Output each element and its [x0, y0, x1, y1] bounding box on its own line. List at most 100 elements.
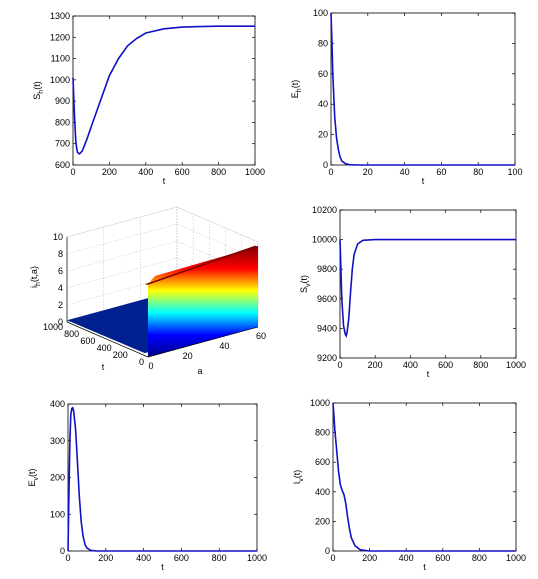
- x-tick-label: 600: [174, 553, 189, 563]
- t-axis: [66, 321, 149, 358]
- y-tick-label: 60: [318, 69, 328, 79]
- a-axis: [147, 326, 259, 358]
- y-tick-label: 700: [55, 139, 70, 149]
- y-tick-label: 9200: [317, 353, 337, 363]
- a-tick-label: 60: [256, 331, 266, 341]
- x-axis-label: t: [423, 562, 426, 572]
- z-axis-label: ih(t,a): [29, 266, 42, 288]
- z-gridline: [66, 206, 259, 243]
- x-tick-label: 200: [98, 553, 113, 563]
- x-tick-label: 60: [436, 167, 446, 177]
- y-axis-label: Sh(t): [32, 81, 45, 99]
- x-axis-label: t: [422, 176, 425, 186]
- z-tick-label: 10: [53, 232, 63, 242]
- plot-frame: [67, 403, 258, 552]
- y-tick-label: 9600: [317, 294, 337, 304]
- y-tick-label: 1000: [310, 398, 330, 408]
- x-tick-label: 400: [399, 553, 414, 563]
- y-tick-label: 600: [55, 160, 70, 170]
- y-tick-label: 100: [313, 8, 328, 18]
- x-tick-label: 200: [102, 167, 117, 177]
- subplot-sh: 0 200 400 600 800 1000 600 700 800 900 1000 1100 120…: [32, 11, 265, 186]
- y-axis-label: Eh(t): [290, 80, 303, 98]
- surface-ridge: [144, 245, 258, 285]
- a-tick-label: 20: [183, 351, 193, 361]
- y-tick-label: 200: [50, 473, 65, 483]
- x-tick-label: 800: [212, 553, 227, 563]
- series-line: [339, 238, 516, 338]
- x-tick-label: 1000: [506, 553, 526, 563]
- y-tick-label: 10200: [312, 205, 337, 215]
- z-tick-label: 0: [58, 317, 63, 327]
- y-axis-label: Ev(t): [27, 468, 40, 486]
- x-tick-label: 800: [473, 360, 488, 370]
- x-tick-label: 40: [400, 167, 410, 177]
- plot-frame: [339, 209, 517, 359]
- x-tick-label: 1000: [506, 360, 526, 370]
- x-tick-label: 0: [70, 167, 75, 177]
- y-tick-label: 1200: [50, 32, 70, 42]
- subplot-sv: 0 200 400 600 800 1000 9200 9400 9600 9800 10000 10…: [299, 205, 526, 379]
- subplot-ev: 0 200 400 600 800 1000 0 100 200 300 400 t Ev(t): [27, 399, 267, 572]
- t-axis-label: t: [102, 362, 105, 372]
- t-tick-label: 200: [113, 350, 128, 360]
- y-tick-label: 9800: [317, 264, 337, 274]
- y-tick-label: 10000: [312, 235, 337, 245]
- x-tick-label: 600: [438, 360, 453, 370]
- z-tick-label: 8: [58, 249, 63, 259]
- t-tick-label: 600: [80, 336, 95, 346]
- x-tick-label: 20: [363, 167, 373, 177]
- subplot-iv: 0 200 400 600 800 1000 0 200 400 600 800 1000 t Iv(t): [292, 398, 526, 572]
- z-tick-label: 6: [58, 266, 63, 276]
- y-tick-label: 0: [60, 546, 65, 556]
- x-tick-label: 400: [403, 360, 418, 370]
- x-tick-label: 200: [368, 360, 383, 370]
- y-tick-label: 0: [325, 546, 330, 556]
- t-tick-label: 1000: [43, 322, 63, 332]
- x-axis-label: t: [163, 176, 166, 186]
- x-tick-label: 200: [362, 553, 377, 563]
- x-tick-label: 80: [473, 167, 483, 177]
- x-tick-label: 100: [507, 167, 522, 177]
- y-tick-label: 1000: [50, 75, 70, 85]
- x-tick-label: 1000: [247, 553, 267, 563]
- x-tick-label: 600: [175, 167, 190, 177]
- subplot-eh: 0 20 40 60 80 100 0 20 40 60 80 100 t Eh(t): [290, 8, 523, 186]
- x-tick-label: 800: [472, 553, 487, 563]
- y-tick-label: 9400: [317, 323, 337, 333]
- y-tick-label: 20: [318, 130, 328, 140]
- t-tick-label: 800: [64, 329, 79, 339]
- t-tick-label: 400: [97, 343, 112, 353]
- plot-frame: [72, 15, 256, 166]
- plot-frame: [330, 12, 516, 166]
- x-tick-label: 400: [136, 553, 151, 563]
- x-axis-label: t: [161, 562, 164, 572]
- y-tick-label: 40: [318, 99, 328, 109]
- t-tick-label: 0: [139, 357, 144, 367]
- z-tick-label: 4: [58, 283, 63, 293]
- y-tick-label: 100: [50, 509, 65, 519]
- y-tick-label: 300: [50, 436, 65, 446]
- x-tick-label: 0: [328, 167, 333, 177]
- z-tick-label: 2: [58, 300, 63, 310]
- y-tick-label: 0: [323, 160, 328, 170]
- x-tick-label: 600: [435, 553, 450, 563]
- a-tick-label: 0: [148, 361, 153, 371]
- y-axis-label: Iv(t): [292, 470, 305, 485]
- series-line: [67, 406, 257, 552]
- y-tick-label: 900: [55, 96, 70, 106]
- series-line: [72, 25, 255, 155]
- y-tick-label: 400: [50, 399, 65, 409]
- x-tick-label: 1000: [245, 167, 265, 177]
- x-tick-label: 400: [138, 167, 153, 177]
- series-line: [330, 12, 515, 166]
- y-tick-label: 800: [315, 428, 330, 438]
- y-tick-label: 800: [55, 117, 70, 127]
- y-tick-label: 1100: [51, 54, 70, 64]
- x-axis-label: t: [427, 369, 430, 379]
- x-tick-label: 0: [65, 553, 70, 563]
- y-tick-label: 1300: [50, 11, 70, 21]
- x-tick-label: 0: [330, 553, 335, 563]
